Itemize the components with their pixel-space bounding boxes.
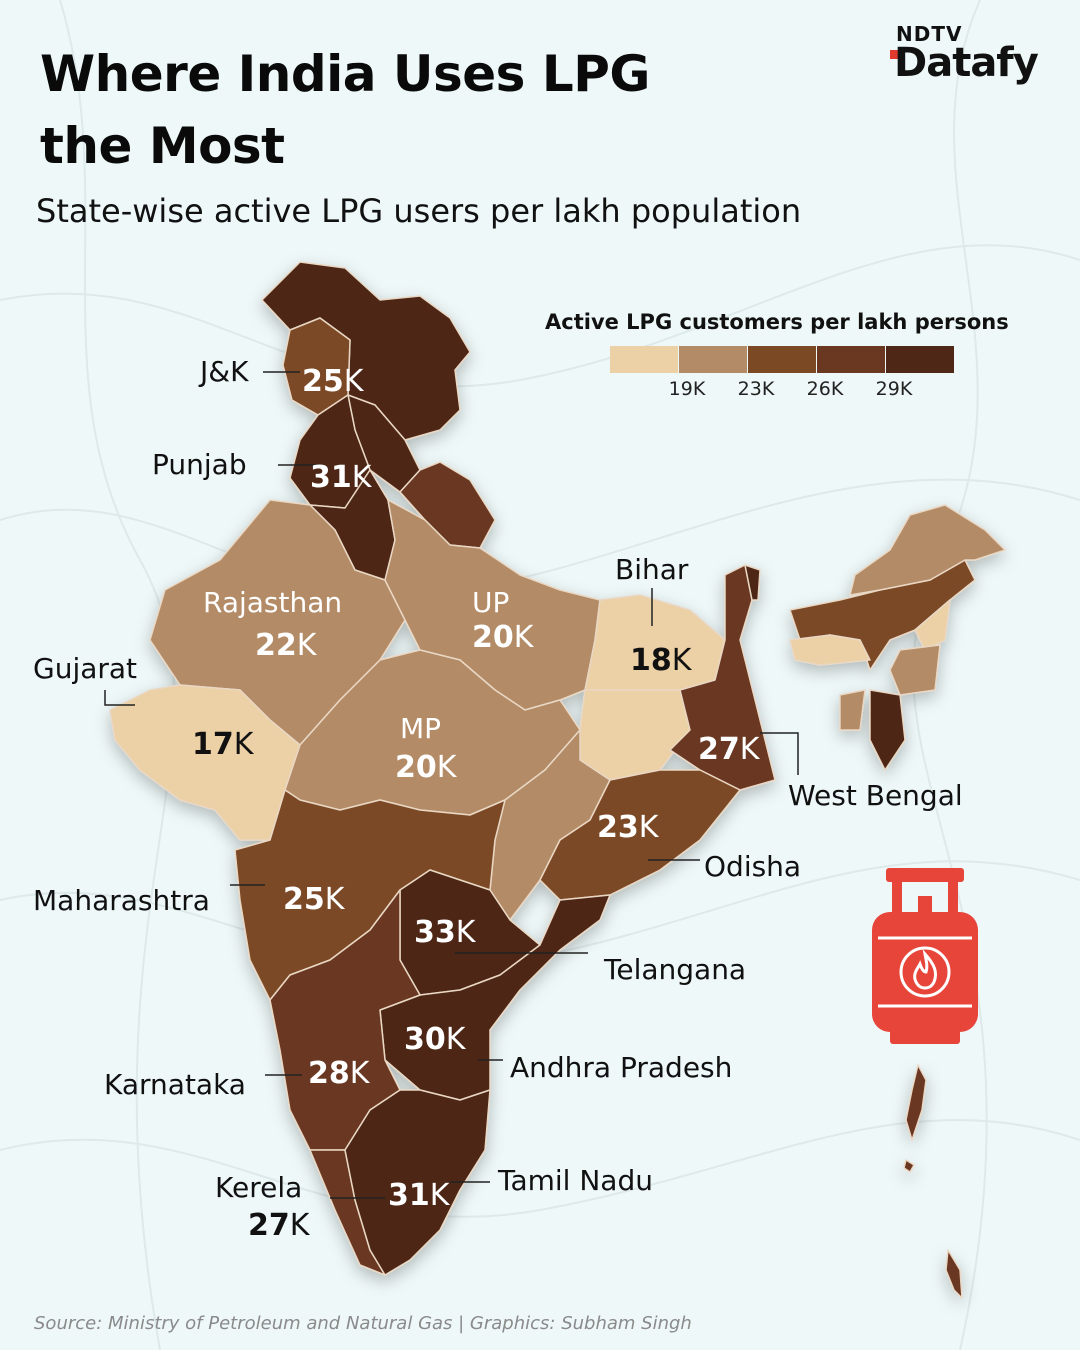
label-andhra: Andhra Pradesh xyxy=(510,1051,733,1084)
label-tamilnadu: Tamil Nadu xyxy=(498,1164,653,1197)
value-odisha: 23K xyxy=(597,810,659,845)
label-westbengal: West Bengal xyxy=(788,779,963,812)
legend-tick-19k: 19K xyxy=(668,378,706,400)
value-maharashtra: 25K xyxy=(283,882,345,917)
label-up: UP xyxy=(472,586,510,619)
value-jk: 25K xyxy=(302,364,364,399)
legend-swatch-4 xyxy=(817,346,885,373)
legend-tick-29k: 29K xyxy=(875,378,913,400)
label-gujarat: Gujarat xyxy=(33,652,138,685)
region-mizoram xyxy=(869,689,906,771)
value-karnataka: 28K xyxy=(308,1056,370,1091)
legend-tick-26k: 26K xyxy=(806,378,844,400)
label-kerela: Kerela xyxy=(215,1171,303,1204)
label-karnataka: Karnataka xyxy=(104,1068,246,1101)
legend-swatch-2 xyxy=(679,346,747,373)
label-punjab: Punjab xyxy=(152,448,247,481)
source-credit: Source: Ministry of Petroleum and Natura… xyxy=(34,1313,692,1334)
brand-logo: NDTV Datafy xyxy=(890,22,1060,92)
value-punjab: 31K xyxy=(310,460,372,495)
brand-dot xyxy=(890,50,899,59)
region-sikkim xyxy=(744,564,761,601)
region-manipur xyxy=(889,644,941,696)
brand-top-text: NDTV xyxy=(896,22,963,46)
value-bihar: 18K xyxy=(630,643,692,678)
page-title: Where India Uses LPG the Most xyxy=(40,45,650,175)
lpg-cylinder-icon xyxy=(872,868,978,1044)
region-meghalaya xyxy=(789,634,871,666)
region-arunachal xyxy=(849,504,1006,596)
legend-tick-23k: 23K xyxy=(737,378,775,400)
region-tamilnadu xyxy=(344,1089,491,1276)
value-telangana: 33K xyxy=(414,915,476,950)
value-tamilnadu: 31K xyxy=(388,1178,450,1213)
legend-swatch-3 xyxy=(748,346,816,373)
label-odisha: Odisha xyxy=(704,850,802,883)
region-gujarat xyxy=(109,684,301,841)
region-nicobar xyxy=(945,1249,963,1299)
label-maharashtra: Maharashtra xyxy=(33,884,210,917)
region-andaman xyxy=(905,1064,927,1141)
value-andhra: 30K xyxy=(404,1022,466,1057)
page-subtitle: State-wise active LPG users per lakh pop… xyxy=(36,192,802,230)
value-gujarat: 17K xyxy=(192,727,254,762)
region-andaman-2 xyxy=(903,1159,915,1173)
legend-swatch-1 xyxy=(610,346,678,373)
region-tripura xyxy=(839,689,866,731)
value-westbengal: 27K xyxy=(698,732,760,767)
label-bihar: Bihar xyxy=(615,553,689,586)
label-jk: J&K xyxy=(200,355,249,388)
value-kerela: 27K xyxy=(248,1208,310,1243)
value-mp: 20K xyxy=(395,750,457,785)
label-rajasthan: Rajasthan xyxy=(203,586,343,619)
legend-color-scale xyxy=(610,346,955,373)
label-mp: MP xyxy=(400,712,442,745)
region-nagaland-manipur xyxy=(914,599,951,651)
region-karnataka xyxy=(269,889,421,1151)
legend-title: Active LPG customers per lakh persons xyxy=(545,310,1009,334)
brand-bottom-text: Datafy xyxy=(894,40,1039,86)
legend-swatch-5 xyxy=(886,346,954,373)
value-rajasthan: 22K xyxy=(255,628,317,663)
label-telangana: Telangana xyxy=(604,953,747,986)
region-odisha xyxy=(539,769,741,901)
value-up: 20K xyxy=(472,620,534,655)
